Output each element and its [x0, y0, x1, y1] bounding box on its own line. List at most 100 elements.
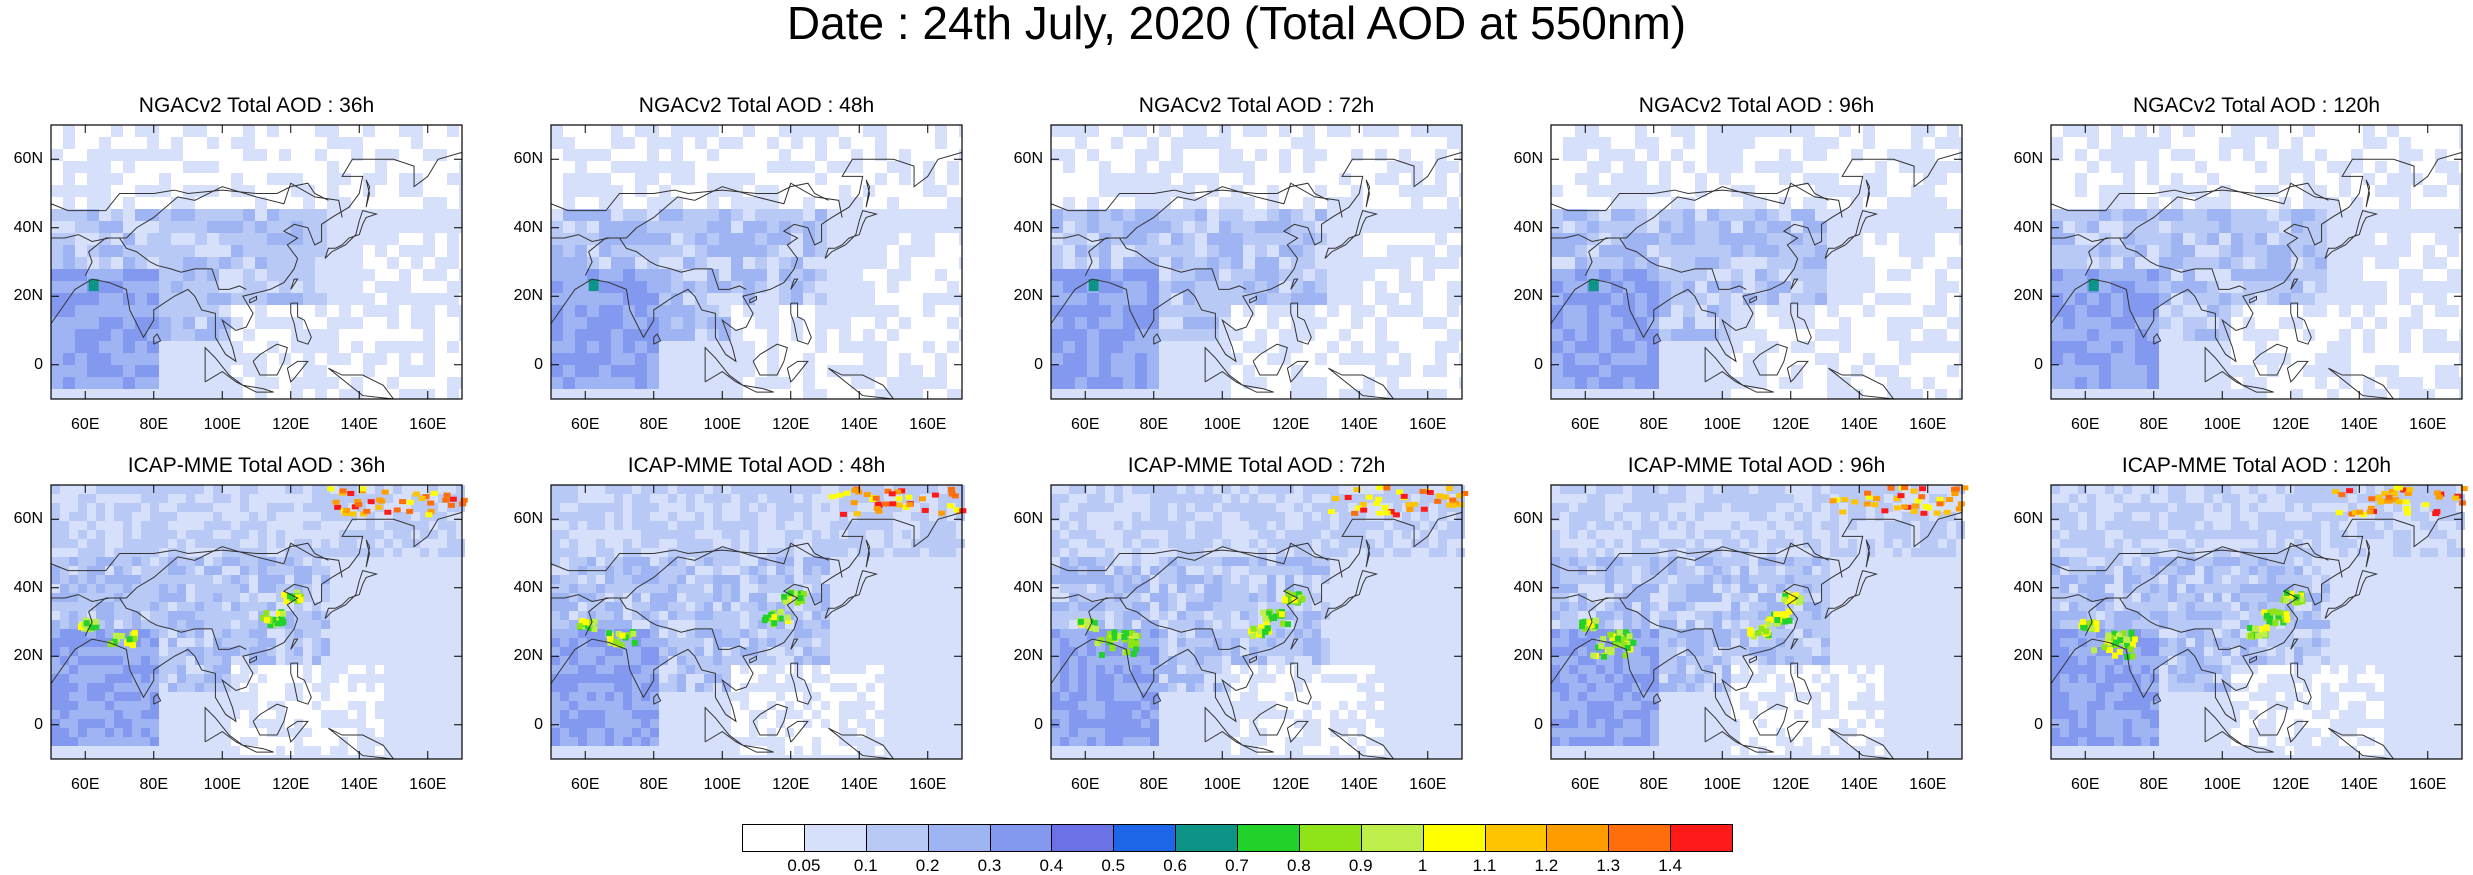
aod-cell [569, 710, 578, 719]
aod-cell [575, 257, 587, 269]
aod-cell [1267, 638, 1276, 647]
aod-cell [1935, 185, 1947, 197]
aod-cell [75, 293, 87, 305]
aod-cell [267, 665, 276, 674]
aod-cell [1075, 149, 1087, 161]
aod-cell [1141, 539, 1150, 548]
aod-cell [1267, 149, 1279, 161]
aod-cell [2075, 365, 2087, 377]
aod-cell [791, 209, 803, 221]
aod-cell [2327, 377, 2339, 389]
aod-cell [303, 293, 315, 305]
aod-cell [231, 584, 240, 593]
aod-cell [785, 494, 794, 503]
aod-cell [96, 503, 105, 512]
aod-cell [650, 539, 659, 548]
aod-cell [1249, 557, 1258, 566]
aod-cell [1294, 503, 1303, 512]
aod-cell [596, 611, 605, 620]
aod-cell [1096, 503, 1105, 512]
aod-cell [2411, 197, 2423, 209]
aod-cell [1087, 656, 1096, 665]
aod-cell [1623, 209, 1635, 221]
aod-cell [51, 701, 60, 710]
aod-cell [1087, 173, 1099, 185]
aod-cell [863, 137, 875, 149]
aod-cell [1303, 575, 1312, 584]
aod-smoke-cell [932, 493, 939, 498]
aod-cell [1147, 233, 1159, 245]
aod-cell [599, 341, 611, 353]
aod-cell [650, 602, 659, 611]
aod-cell [213, 521, 222, 530]
aod-cell [1683, 221, 1695, 233]
aod-cell [1330, 530, 1339, 539]
aod-cell [884, 539, 893, 548]
aod-cell [1863, 245, 1875, 257]
aod-cell [1791, 245, 1803, 257]
aod-cell [1060, 620, 1069, 629]
aod-cell [111, 329, 123, 341]
aod-cell [560, 719, 569, 728]
aod-smoke-cell [836, 493, 843, 498]
aod-cell [848, 719, 857, 728]
aod-cell [1303, 173, 1315, 185]
aod-cell [1159, 137, 1171, 149]
aod-cell [2099, 137, 2111, 149]
aod-cell [740, 629, 749, 638]
aod-cell [291, 245, 303, 257]
aod-cell [2447, 293, 2459, 305]
aod-cell [749, 512, 758, 521]
aod-cell [2063, 305, 2075, 317]
aod-cell [1069, 665, 1078, 674]
aod-cell [1935, 125, 1947, 137]
aod-cell [2267, 149, 2279, 161]
aod-cell [605, 503, 614, 512]
aod-cell [647, 365, 659, 377]
aod-cell [219, 149, 231, 161]
aod-cell [794, 530, 803, 539]
aod-cell [947, 269, 959, 281]
aod-cell [2171, 137, 2183, 149]
aod-cell [569, 602, 578, 611]
aod-cell [1204, 593, 1213, 602]
aod-cell [551, 185, 563, 197]
aod-cell [204, 602, 213, 611]
aod-cell [159, 305, 171, 317]
aod-cell [1791, 353, 1803, 365]
aod-cell [1303, 512, 1312, 521]
aod-cell [123, 485, 132, 494]
aod-cell [1767, 197, 1779, 209]
aod-cell [240, 584, 249, 593]
aod-cell [1815, 269, 1827, 281]
lat-tick-label: 60N [1003, 151, 1043, 167]
aod-cell [1420, 530, 1429, 539]
aod-cell [875, 692, 884, 701]
aod-cell [791, 197, 803, 209]
aod-cell [2147, 281, 2159, 293]
aod-cell [159, 245, 171, 257]
aod-cell [614, 575, 623, 584]
aod-cell [267, 257, 279, 269]
aod-cell [2171, 125, 2183, 137]
aod-cell [141, 683, 150, 692]
aod-cell [1599, 329, 1611, 341]
aod-cell [1051, 620, 1060, 629]
aod-cell [147, 245, 159, 257]
aod-cell [659, 530, 668, 539]
aod-cell [2207, 125, 2219, 137]
aod-cell [923, 197, 935, 209]
aod-cell [1255, 317, 1267, 329]
aod-cell [605, 548, 614, 557]
aod-cell [1755, 137, 1767, 149]
aod-cell [2099, 377, 2111, 389]
aod-cell [1204, 620, 1213, 629]
aod-cell [635, 233, 647, 245]
aod-cell [560, 692, 569, 701]
aod-cell [1099, 125, 1111, 137]
aod-cell [249, 602, 258, 611]
aod-cell [1456, 548, 1465, 557]
aod-cell [632, 674, 641, 683]
aod-cell [1755, 245, 1767, 257]
aod-cell [69, 575, 78, 584]
